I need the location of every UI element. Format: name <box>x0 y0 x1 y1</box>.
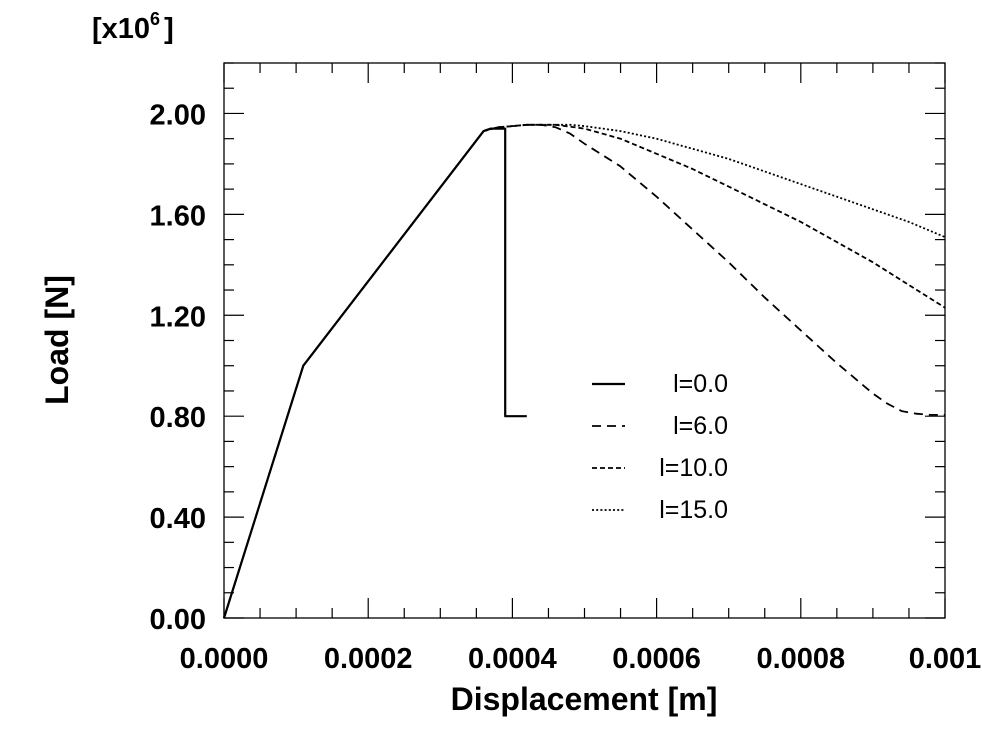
y-axis-multiplier: [x106] <box>92 9 174 45</box>
y-tick-label: 0.40 <box>150 503 206 535</box>
x-tick-label: 0.0008 <box>756 643 845 675</box>
legend-label: l=6.0 <box>673 412 728 440</box>
y-multiplier-exponent: 6 <box>150 9 160 29</box>
legend-label: l=0.0 <box>673 370 728 398</box>
x-tick-label: 0.0004 <box>468 643 557 675</box>
y-tick-label: 0.00 <box>150 604 206 636</box>
y-tick-label: 1.20 <box>150 301 206 333</box>
y-multiplier-base: [x10 <box>92 13 150 45</box>
series-line-l=10.0 <box>223 123 946 619</box>
tick-labels: 0.0000 0.0002 0.0004 0.0006 0.0008 0.001 0.00 0… <box>150 99 982 675</box>
axis-ticks <box>223 62 946 619</box>
x-axis-label: Displacement [m] <box>451 681 718 717</box>
x-tick-label: 0.0000 <box>180 643 269 675</box>
legend-label: l=10.0 <box>659 454 728 482</box>
y-tick-label: 0.80 <box>150 402 206 434</box>
legend-label: l=15.0 <box>659 496 728 524</box>
series-line-l=6.0 <box>223 123 945 619</box>
series-lines <box>222 123 946 619</box>
legend: l=0.0 l=6.0 l=10.0 l=15.0 <box>592 370 728 524</box>
y-axis-label: Load [N] <box>39 275 75 405</box>
x-tick-label: 0.0002 <box>324 643 413 675</box>
plot-frame <box>223 62 946 619</box>
x-tick-label: 0.001 <box>909 643 982 675</box>
y-multiplier-close: ] <box>164 13 174 45</box>
series-line-l=0.0 <box>222 127 527 619</box>
series-line-l=15.0 <box>223 123 946 619</box>
y-tick-label: 1.60 <box>150 200 206 232</box>
y-tick-label: 2.00 <box>150 99 206 131</box>
x-tick-label: 0.0006 <box>612 643 701 675</box>
